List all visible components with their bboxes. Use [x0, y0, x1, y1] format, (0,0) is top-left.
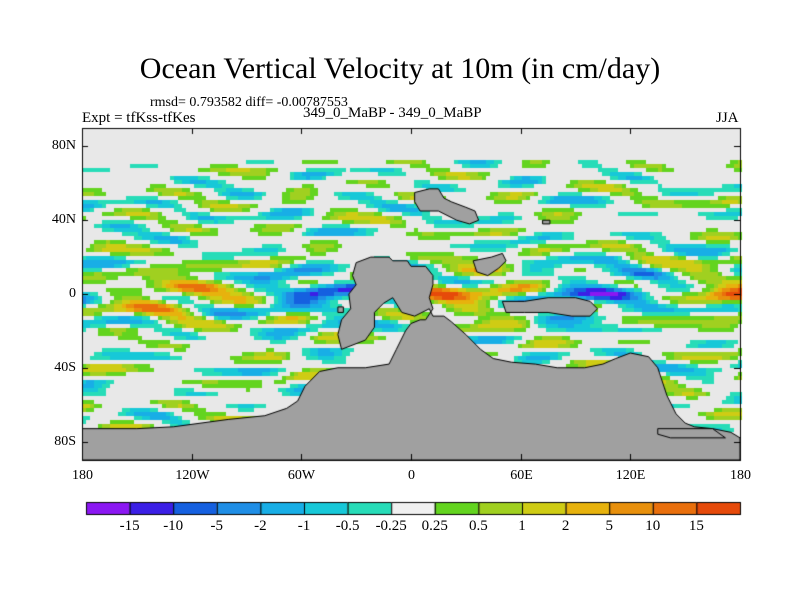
colorbar-label: -0.25 — [375, 518, 407, 534]
x-tick-label: 0 — [408, 468, 415, 483]
colorbar-label: 5 — [605, 518, 613, 534]
colorbar-label: 15 — [688, 518, 704, 534]
colorbar-label: -10 — [163, 518, 184, 534]
x-tick-label: 180 — [730, 468, 751, 483]
x-tick-label: 120W — [175, 468, 210, 483]
colorbar-label: -1 — [297, 518, 311, 534]
y-tick-label: 40S — [54, 359, 76, 375]
y-tick-label: 0 — [69, 285, 76, 301]
season-label: JJA — [716, 110, 739, 126]
x-tick-label: 60E — [510, 468, 533, 483]
colorbar-label: -0.5 — [335, 518, 360, 534]
x-tick-label: 60W — [287, 468, 316, 483]
y-tick-label: 80N — [51, 137, 76, 153]
experiment-label: Expt = tfKss-tfKes — [82, 110, 196, 126]
y-tick-label: 80S — [54, 433, 76, 449]
colorbar-label: 0.5 — [469, 518, 488, 534]
colorbar-label: 1 — [518, 518, 526, 534]
y-tick-label: 40N — [51, 211, 76, 227]
stats-label: rmsd= 0.793582 diff= -0.00787553 — [150, 95, 348, 110]
colorbar-label: -5 — [210, 518, 224, 534]
colorbar-label: -2 — [254, 518, 267, 534]
period-label: 349_0_MaBP - 349_0_MaBP — [303, 105, 482, 121]
colorbar-label: -15 — [119, 518, 140, 534]
colorbar-label: 0.25 — [421, 518, 448, 534]
colorbar-label: 2 — [561, 518, 570, 534]
x-tick-label: 180 — [72, 468, 93, 483]
chart-title: Ocean Vertical Velocity at 10m (in cm/da… — [139, 52, 661, 85]
x-tick-label: 120E — [615, 468, 646, 483]
colorbar-label: 10 — [645, 518, 661, 534]
